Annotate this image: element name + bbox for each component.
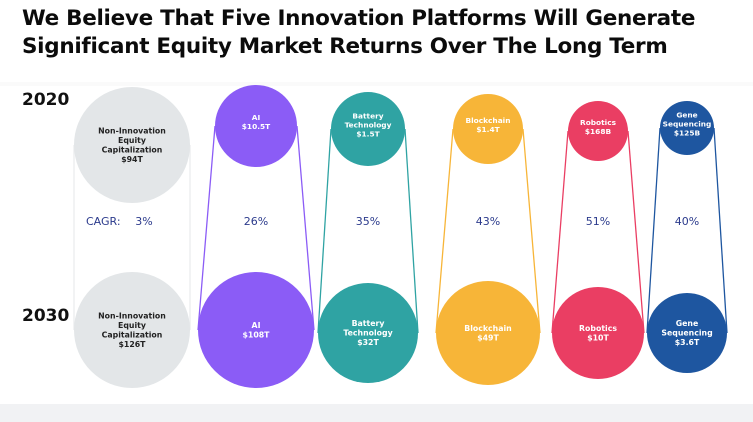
footer-band — [0, 404, 753, 422]
gene-bubble-2020 — [660, 101, 714, 155]
robotics-bubble-2020 — [568, 101, 628, 161]
blockchain-bubble-2030 — [436, 281, 540, 385]
battery-bubble-2030 — [318, 283, 418, 383]
non_innovation-label-2020-3: $94T — [121, 155, 143, 164]
blockchain-cagr-value: 43% — [476, 215, 500, 228]
gene-connector-left — [646, 127, 661, 334]
non_innovation-label-2030-3: $126T — [118, 340, 146, 349]
gene-label-2020-2: $125B — [674, 129, 701, 138]
robotics-label-2030-1: $10T — [587, 333, 609, 342]
blockchain-connector-left — [435, 128, 454, 334]
gene-label-2020-1: Sequencing — [663, 120, 712, 129]
robotics-bubble-2030 — [552, 287, 644, 379]
gene-cagr-value: 40% — [675, 215, 699, 228]
gene-bubble-2030 — [647, 293, 727, 373]
robotics-label-2020-0: Robotics — [580, 118, 617, 127]
battery-bubble-2020 — [331, 92, 405, 166]
battery-label-2030-2: $32T — [357, 338, 379, 347]
non_innovation-label-2030-0: Non-Innovation — [98, 311, 166, 320]
non_innovation-bubble-2030 — [74, 272, 190, 388]
blockchain-label-2020-1: $1.4T — [476, 125, 499, 134]
ai-bubble-2030 — [198, 272, 314, 388]
chart-title-line-1: We Believe That Five Innovation Platform… — [22, 6, 696, 31]
gene-connector-right — [713, 127, 728, 334]
gene-label-2030-0: Gene — [676, 319, 699, 328]
ai-connector-left — [197, 125, 216, 331]
robotics-label-2030-0: Robotics — [579, 324, 617, 333]
non_innovation-label-2030-1: Equity — [118, 321, 146, 330]
robotics-connector-right — [627, 130, 645, 334]
ai-label-2030-0: AI — [252, 321, 261, 330]
year-label-2020: 2020 — [22, 90, 70, 110]
non_innovation-label-2020-0: Non-Innovation — [98, 126, 166, 135]
blockchain-connector-right — [522, 128, 541, 334]
gene-label-2020-0: Gene — [676, 111, 697, 120]
blockchain-label-2020-0: Blockchain — [466, 116, 511, 125]
year-label-2030: 2030 — [22, 306, 70, 326]
battery-connector-left — [317, 128, 332, 334]
battery-label-2030-1: Technology — [343, 329, 392, 338]
ai-cagr-value: 26% — [244, 215, 268, 228]
ai-label-2020-0: AI — [252, 113, 261, 122]
battery-label-2030-0: Battery — [352, 319, 385, 328]
robotics-cagr-value: 51% — [586, 215, 610, 228]
non_innovation-label-2020-2: Capitalization — [102, 145, 163, 154]
non_innovation-cagr-value: 3% — [135, 215, 152, 228]
chart-title-line-2: Significant Equity Market Returns Over T… — [22, 34, 668, 59]
battery-connector-right — [404, 128, 419, 334]
label-layer: Non-InnovationEquityCapitalization$94TNo… — [86, 111, 713, 349]
robotics-label-2020-1: $168B — [585, 127, 612, 136]
battery-label-2020-0: Battery — [352, 112, 383, 121]
bubble-layer — [74, 85, 727, 388]
connector-layer — [73, 125, 728, 334]
gene-label-2030-1: Sequencing — [661, 329, 712, 338]
robotics-connector-left — [551, 130, 569, 334]
battery-cagr-value: 35% — [356, 215, 380, 228]
header-separator — [0, 82, 753, 86]
ai-bubble-2020 — [215, 85, 297, 167]
ai-label-2030-1: $108T — [242, 330, 270, 339]
gene-label-2030-2: $3.6T — [675, 338, 700, 347]
cagr-label: CAGR: — [86, 215, 121, 228]
ai-label-2020-1: $10.5T — [242, 122, 270, 131]
blockchain-label-2030-0: Blockchain — [464, 324, 511, 333]
battery-label-2020-2: $1.5T — [356, 130, 379, 139]
bubble-chart: Non-InnovationEquityCapitalization$94TNo… — [73, 85, 728, 388]
ai-connector-right — [296, 125, 315, 331]
non_innovation-bubble-2020 — [74, 87, 190, 203]
battery-label-2020-1: Technology — [345, 121, 392, 130]
blockchain-label-2030-1: $49T — [477, 333, 499, 342]
non_innovation-label-2030-2: Capitalization — [102, 330, 163, 339]
blockchain-bubble-2020 — [453, 94, 523, 164]
non_innovation-label-2020-1: Equity — [118, 136, 146, 145]
